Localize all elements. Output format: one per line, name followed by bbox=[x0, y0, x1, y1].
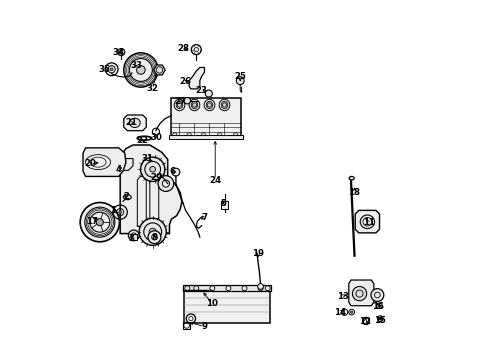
Text: 29: 29 bbox=[150, 173, 162, 182]
Circle shape bbox=[177, 103, 181, 107]
Circle shape bbox=[378, 318, 381, 320]
Circle shape bbox=[149, 166, 155, 172]
Text: 11: 11 bbox=[362, 219, 374, 228]
Ellipse shape bbox=[219, 99, 229, 111]
Circle shape bbox=[128, 230, 139, 241]
Circle shape bbox=[149, 228, 156, 235]
Text: 10: 10 bbox=[205, 299, 217, 308]
Polygon shape bbox=[184, 289, 269, 323]
Text: 25: 25 bbox=[234, 72, 245, 81]
Circle shape bbox=[364, 319, 366, 321]
Text: 8: 8 bbox=[151, 233, 157, 242]
Circle shape bbox=[184, 98, 190, 104]
Text: 35: 35 bbox=[98, 66, 110, 75]
Polygon shape bbox=[183, 285, 270, 291]
Text: 16: 16 bbox=[371, 302, 383, 311]
Circle shape bbox=[376, 303, 382, 309]
Text: 18: 18 bbox=[348, 188, 360, 197]
Circle shape bbox=[148, 231, 161, 244]
Ellipse shape bbox=[174, 99, 184, 111]
Circle shape bbox=[348, 309, 354, 315]
Text: 13: 13 bbox=[336, 292, 348, 301]
Text: 1: 1 bbox=[110, 206, 116, 215]
Text: 26: 26 bbox=[179, 77, 191, 86]
Polygon shape bbox=[171, 98, 241, 137]
Text: 28: 28 bbox=[177, 44, 189, 53]
Circle shape bbox=[257, 284, 263, 289]
Polygon shape bbox=[83, 148, 125, 176]
Text: 31: 31 bbox=[141, 154, 153, 163]
Circle shape bbox=[377, 316, 382, 321]
Circle shape bbox=[172, 168, 180, 176]
Circle shape bbox=[205, 90, 212, 97]
Text: 33: 33 bbox=[130, 61, 142, 70]
Text: 32: 32 bbox=[146, 84, 159, 93]
Text: 23: 23 bbox=[195, 86, 206, 95]
Text: 5: 5 bbox=[220, 199, 225, 208]
Circle shape bbox=[236, 77, 244, 85]
Circle shape bbox=[105, 63, 118, 76]
Text: 14: 14 bbox=[333, 308, 346, 317]
Circle shape bbox=[136, 66, 145, 74]
Circle shape bbox=[192, 103, 196, 107]
Circle shape bbox=[363, 317, 368, 323]
Polygon shape bbox=[221, 202, 228, 208]
Circle shape bbox=[350, 311, 352, 313]
Ellipse shape bbox=[203, 99, 214, 111]
Polygon shape bbox=[169, 135, 242, 139]
Circle shape bbox=[370, 289, 383, 301]
Text: 34: 34 bbox=[112, 48, 124, 57]
Polygon shape bbox=[120, 145, 182, 234]
Text: 9: 9 bbox=[201, 322, 207, 331]
Circle shape bbox=[139, 218, 166, 246]
Polygon shape bbox=[348, 280, 373, 306]
Circle shape bbox=[140, 157, 164, 181]
Text: 24: 24 bbox=[209, 176, 221, 185]
Text: 15: 15 bbox=[373, 315, 385, 324]
Circle shape bbox=[352, 287, 366, 301]
Text: 4: 4 bbox=[116, 165, 122, 174]
Text: 21: 21 bbox=[125, 118, 137, 127]
Circle shape bbox=[120, 51, 122, 54]
Ellipse shape bbox=[123, 195, 131, 200]
Circle shape bbox=[118, 49, 124, 56]
Ellipse shape bbox=[348, 176, 353, 180]
Text: 30: 30 bbox=[150, 133, 162, 142]
Text: 27: 27 bbox=[174, 97, 186, 106]
Polygon shape bbox=[189, 67, 204, 89]
Circle shape bbox=[222, 103, 226, 107]
Text: 17: 17 bbox=[85, 217, 98, 226]
Circle shape bbox=[80, 203, 119, 242]
Polygon shape bbox=[123, 115, 146, 131]
Polygon shape bbox=[131, 234, 136, 240]
Text: 20: 20 bbox=[84, 159, 96, 168]
Text: 22: 22 bbox=[136, 136, 148, 145]
Ellipse shape bbox=[189, 99, 200, 111]
Circle shape bbox=[207, 103, 211, 107]
Circle shape bbox=[191, 45, 201, 55]
Polygon shape bbox=[153, 65, 165, 75]
Text: 2: 2 bbox=[122, 192, 129, 201]
Circle shape bbox=[378, 305, 380, 307]
Text: 6: 6 bbox=[169, 167, 175, 176]
Polygon shape bbox=[354, 210, 379, 233]
Ellipse shape bbox=[129, 118, 140, 127]
Circle shape bbox=[119, 211, 122, 213]
Text: 19: 19 bbox=[251, 249, 264, 258]
Circle shape bbox=[158, 176, 173, 192]
Text: 7: 7 bbox=[201, 213, 207, 222]
Circle shape bbox=[123, 53, 158, 87]
Circle shape bbox=[96, 219, 103, 226]
Circle shape bbox=[362, 318, 369, 325]
Text: 12: 12 bbox=[359, 316, 370, 325]
Text: 3: 3 bbox=[128, 234, 134, 243]
Circle shape bbox=[110, 68, 113, 71]
